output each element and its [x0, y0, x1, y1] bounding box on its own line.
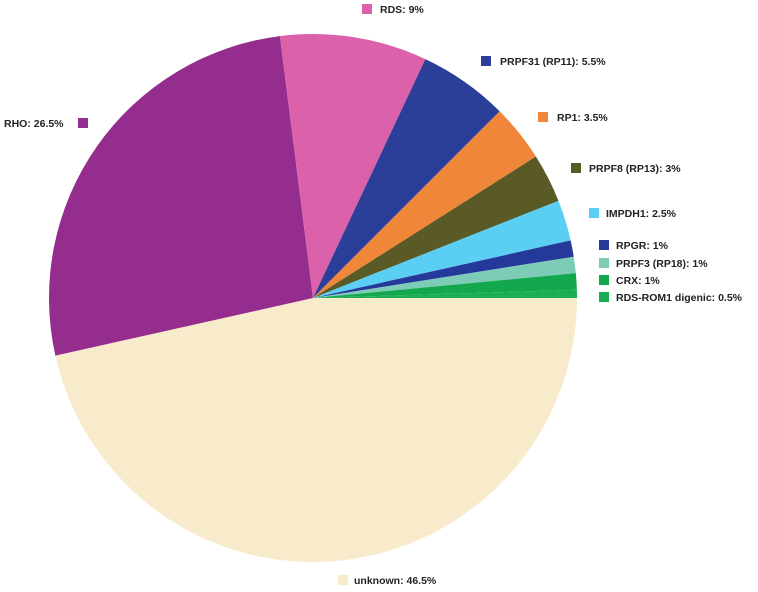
label-impdh1: IMPDH1: 2.5%	[589, 208, 677, 220]
label-text-crx: CRX: 1%	[616, 275, 660, 287]
legend-swatch-rpgr	[599, 240, 609, 250]
legend-swatch-crx	[599, 275, 609, 285]
pie-slice-rpgr	[313, 240, 574, 298]
label-text-rho: RHO: 26.5%	[4, 118, 64, 130]
legend-swatch-rho	[78, 118, 88, 128]
label-text-impdh1: IMPDH1: 2.5%	[606, 208, 677, 220]
label-text-rds: RDS: 9%	[380, 4, 424, 16]
legend-swatch-prpf3	[599, 258, 609, 268]
slice-labels: unknown: 46.5% RHO: 26.5% RDS: 9% PRPF31…	[4, 4, 743, 587]
pie-slice-prpf31-rp11	[313, 59, 500, 298]
pie-slice-rp1	[313, 111, 536, 298]
label-text-unknown: unknown: 46.5%	[354, 575, 437, 587]
label-rpgr: RPGR: 1%	[599, 240, 669, 252]
label-prpf31: PRPF31 (RP11): 5.5%	[481, 56, 606, 68]
legend-swatch-rds	[362, 4, 372, 14]
label-text-prpf3: PRPF3 (RP18): 1%	[616, 258, 708, 270]
pie-slice-prpf3-rp18	[313, 256, 576, 298]
legend-swatch-prpf31	[481, 56, 491, 66]
pie-slice-crx	[313, 273, 577, 298]
label-unknown: unknown: 46.5%	[338, 575, 437, 587]
label-text-prpf31: PRPF31 (RP11): 5.5%	[500, 56, 606, 68]
label-prpf3: PRPF3 (RP18): 1%	[599, 258, 708, 270]
pie-slice-impdh1	[313, 200, 571, 298]
legend-swatch-prpf8	[571, 163, 581, 173]
pie-slice-unknown	[55, 298, 578, 562]
legend-swatch-rds-rom1	[599, 292, 609, 302]
pie-slice-prpf8-rp13	[313, 156, 559, 298]
label-rds: RDS: 9%	[362, 4, 424, 16]
pie-slice-rho	[49, 36, 313, 356]
label-text-rds-rom1: RDS-ROM1 digenic: 0.5%	[616, 292, 743, 304]
label-rp1: RP1: 3.5%	[538, 112, 608, 124]
label-crx: CRX: 1%	[599, 275, 660, 287]
label-text-rp1: RP1: 3.5%	[557, 112, 608, 124]
label-prpf8: PRPF8 (RP13): 3%	[571, 163, 681, 175]
label-text-prpf8: PRPF8 (RP13): 3%	[589, 163, 681, 175]
legend-swatch-unknown	[338, 575, 348, 585]
pie-slices	[49, 33, 578, 562]
pie-slice-rds	[279, 33, 426, 299]
pie-slice-rds-rom1-digenic	[313, 289, 577, 298]
legend-swatch-rp1	[538, 112, 548, 122]
label-rho: RHO: 26.5%	[4, 118, 88, 130]
legend-swatch-impdh1	[589, 208, 599, 218]
label-text-rpgr: RPGR: 1%	[616, 240, 669, 252]
label-rds-rom1: RDS-ROM1 digenic: 0.5%	[599, 292, 743, 304]
